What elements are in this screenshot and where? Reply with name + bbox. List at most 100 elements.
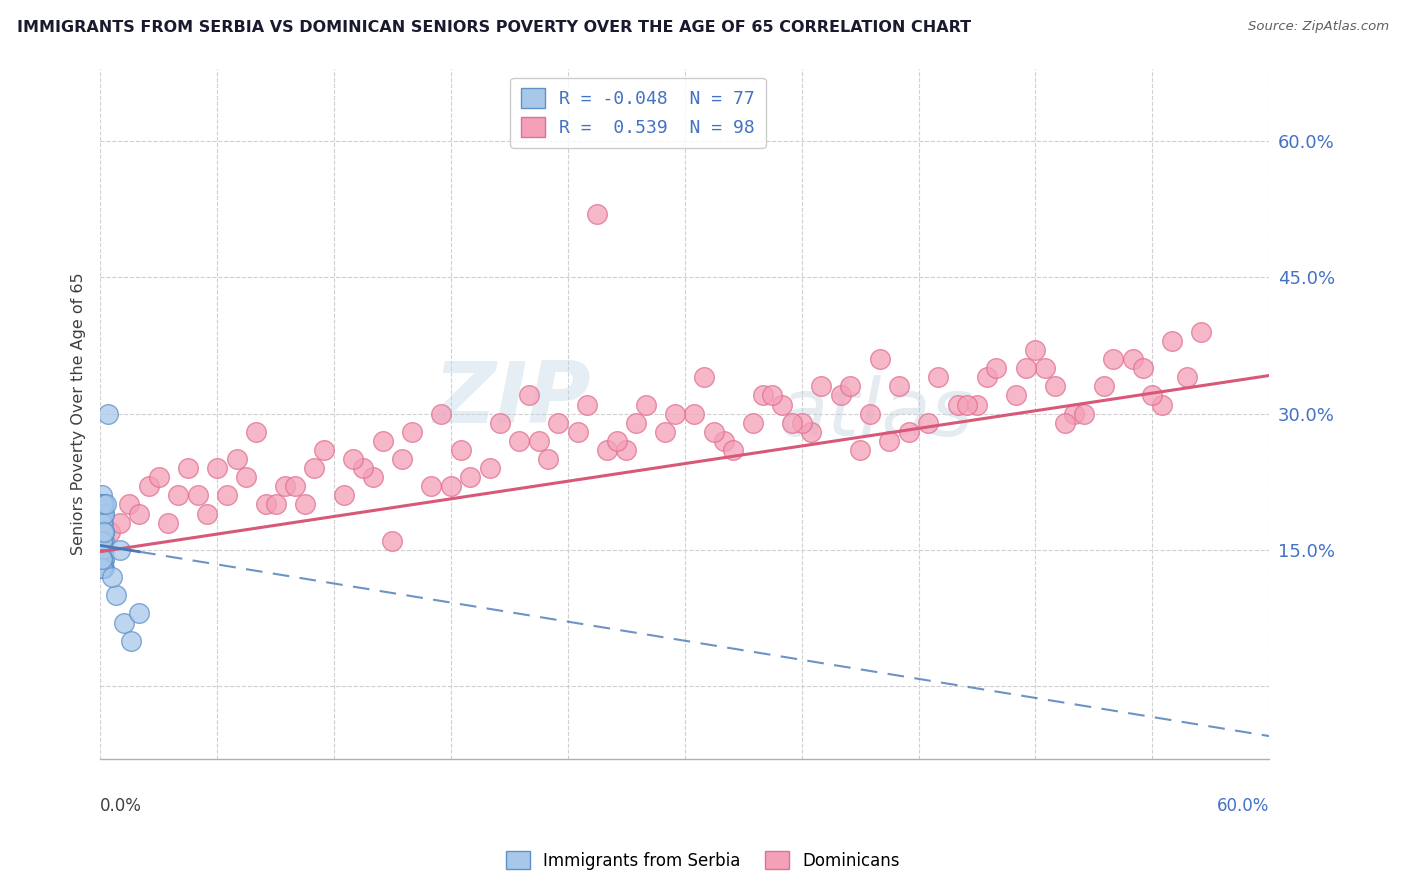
Point <box>93 524 115 539</box>
Point <box>128 507 150 521</box>
Point <box>91 498 114 512</box>
Point <box>90 533 112 548</box>
Point <box>1043 379 1066 393</box>
Point <box>1063 407 1085 421</box>
Point <box>547 416 569 430</box>
Point <box>986 361 1008 376</box>
Point <box>90 507 112 521</box>
Point <box>167 488 190 502</box>
Point <box>108 542 131 557</box>
Point <box>91 533 114 548</box>
Point <box>1189 325 1212 339</box>
Point <box>869 352 891 367</box>
Point <box>294 498 316 512</box>
Point <box>460 470 482 484</box>
Point <box>91 516 114 530</box>
Point <box>1177 370 1199 384</box>
Point <box>90 542 112 557</box>
Point <box>1005 388 1028 402</box>
Point <box>91 516 114 530</box>
Point <box>596 442 619 457</box>
Point <box>264 498 287 512</box>
Point <box>1092 379 1115 393</box>
Point <box>128 607 150 621</box>
Point <box>450 442 472 457</box>
Point <box>91 507 114 521</box>
Point <box>91 533 114 548</box>
Point <box>91 524 114 539</box>
Point <box>97 407 120 421</box>
Point <box>274 479 297 493</box>
Point <box>304 461 326 475</box>
Point <box>120 633 142 648</box>
Point <box>478 461 501 475</box>
Point <box>849 442 872 457</box>
Point <box>614 442 637 457</box>
Point <box>195 507 218 521</box>
Point <box>381 533 404 548</box>
Point <box>342 452 364 467</box>
Point <box>93 561 115 575</box>
Point <box>693 370 716 384</box>
Text: atlas: atlas <box>779 375 973 452</box>
Point <box>91 561 114 575</box>
Point <box>91 524 114 539</box>
Point <box>391 452 413 467</box>
Point <box>93 498 115 512</box>
Point <box>683 407 706 421</box>
Point <box>235 470 257 484</box>
Point <box>332 488 354 502</box>
Point <box>401 425 423 439</box>
Point <box>91 561 114 575</box>
Point <box>361 470 384 484</box>
Point <box>90 498 112 512</box>
Point <box>91 516 114 530</box>
Point <box>91 561 114 575</box>
Point <box>790 416 813 430</box>
Point <box>527 434 550 448</box>
Point <box>508 434 530 448</box>
Point <box>90 516 112 530</box>
Point <box>1102 352 1125 367</box>
Point <box>91 552 114 566</box>
Point <box>93 524 115 539</box>
Point <box>91 542 114 557</box>
Point <box>420 479 443 493</box>
Point <box>91 524 114 539</box>
Point <box>1160 334 1182 348</box>
Point <box>91 498 114 512</box>
Point <box>108 516 131 530</box>
Point <box>1152 398 1174 412</box>
Point <box>112 615 135 630</box>
Point <box>245 425 267 439</box>
Y-axis label: Seniors Poverty Over the Age of 65: Seniors Poverty Over the Age of 65 <box>72 272 86 555</box>
Point <box>104 588 127 602</box>
Point <box>91 561 114 575</box>
Point <box>205 461 228 475</box>
Point <box>93 552 115 566</box>
Point <box>586 207 609 221</box>
Point <box>430 407 453 421</box>
Point <box>91 533 114 548</box>
Point <box>742 416 765 430</box>
Point <box>91 524 114 539</box>
Point <box>225 452 247 467</box>
Point <box>91 533 114 548</box>
Point <box>770 398 793 412</box>
Point <box>537 452 560 467</box>
Point <box>897 425 920 439</box>
Point <box>91 561 114 575</box>
Point <box>91 516 114 530</box>
Text: 60.0%: 60.0% <box>1218 797 1270 814</box>
Point <box>664 407 686 421</box>
Point <box>91 533 114 548</box>
Text: Source: ZipAtlas.com: Source: ZipAtlas.com <box>1249 20 1389 33</box>
Point <box>138 479 160 493</box>
Point <box>1122 352 1144 367</box>
Point <box>946 398 969 412</box>
Point <box>800 425 823 439</box>
Point <box>98 524 121 539</box>
Point <box>93 507 115 521</box>
Point <box>90 524 112 539</box>
Text: IMMIGRANTS FROM SERBIA VS DOMINICAN SENIORS POVERTY OVER THE AGE OF 65 CORRELATI: IMMIGRANTS FROM SERBIA VS DOMINICAN SENI… <box>17 20 972 35</box>
